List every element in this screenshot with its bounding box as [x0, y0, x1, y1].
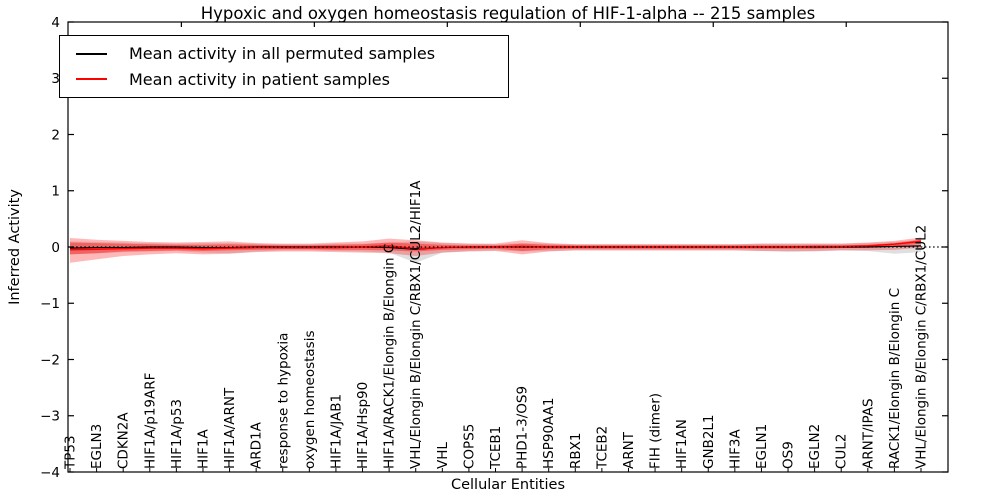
x-tick-label: EGLN1 [754, 424, 770, 469]
x-tick-label: ARD1A [249, 421, 265, 469]
legend-black-line-sample [76, 52, 107, 55]
x-tick-label: HIF1AN [674, 419, 690, 469]
x-tick-label: VHL/Elongin B/Elongin C/RBX1/CUL2 [914, 225, 930, 469]
x-tick-label: ARNT [621, 431, 637, 469]
y-tick-label: 4 [51, 15, 60, 31]
x-tick-label: COPS5 [461, 424, 477, 469]
x-tick-label: TP53 [63, 435, 79, 470]
y-tick-label: −3 [40, 409, 60, 425]
x-tick-label: HSP90AA1 [541, 398, 557, 469]
x-tick-label: CUL2 [834, 434, 850, 469]
y-axis-label: Inferred Activity [7, 189, 23, 305]
band-patient-samples-range-outer [70, 237, 921, 263]
x-tick-label: HIF1A/Hsp90 [355, 382, 371, 469]
x-tick-label: TCEB2 [594, 426, 610, 470]
x-tick-label: HIF1A/RACK1/Elongin B/Elongin C [382, 244, 398, 469]
x-tick-label: HIF1A/p53 [169, 399, 185, 469]
x-tick-label: HIF3A [727, 429, 743, 469]
x-tick-label: TCEB1 [488, 426, 504, 470]
y-tick-label: 0 [51, 240, 60, 256]
x-tick-label: EGLN3 [89, 424, 105, 469]
x-tick-label: FIH (dimer) [648, 393, 664, 469]
x-tick-label: PHD1-3/OS9 [515, 386, 531, 469]
x-tick-label: HIF1A/JAB1 [328, 394, 344, 469]
x-tick-label: VHL [435, 442, 451, 469]
y-tick-label: 1 [51, 184, 60, 200]
x-tick-label: CDKN2A [116, 412, 132, 469]
x-tick-label: HIF1A/ARNT [222, 387, 238, 469]
x-tick-label: oxygen homeostasis [302, 331, 318, 470]
legend-item-patient: Mean activity in patient samples [76, 70, 504, 89]
x-tick-label: response to hypoxia [275, 333, 291, 469]
x-tick-label: HIF1A [195, 429, 211, 469]
x-tick-label: RACK1/Elongin B/Elongin C [887, 288, 903, 469]
y-tick-label: −4 [40, 465, 60, 481]
y-tick-label: −2 [40, 352, 60, 368]
y-tick-label: 2 [51, 127, 60, 143]
x-tick-label: RBX1 [568, 433, 584, 469]
y-tick-label: −1 [40, 296, 60, 312]
x-tick-label: VHL/Elongin B/Elongin C/RBX1/CUL2/HIF1A [408, 180, 424, 469]
x-tick-label: HIF1A/p19ARF [142, 373, 158, 469]
legend-label-permuted: Mean activity in all permuted samples [129, 44, 436, 64]
y-tick-label: 3 [51, 71, 60, 87]
legend-red-line-sample [76, 78, 107, 81]
legend-label-patient: Mean activity in patient samples [129, 69, 390, 89]
chart-title: Hypoxic and oxygen homeostasis regulatio… [200, 4, 816, 23]
x-tick-label: GNB2L1 [701, 414, 717, 469]
x-axis-label: Cellular Entities [450, 477, 566, 493]
x-tick-label: ARNT/IPAS [860, 398, 876, 469]
x-tick-label: OS9 [781, 441, 797, 469]
legend: Mean activity in all permuted samples Me… [59, 35, 509, 98]
legend-item-permuted: Mean activity in all permuted samples [76, 44, 504, 63]
band-permuted-samples-range [70, 239, 921, 263]
x-tick-label: EGLN2 [807, 424, 823, 469]
